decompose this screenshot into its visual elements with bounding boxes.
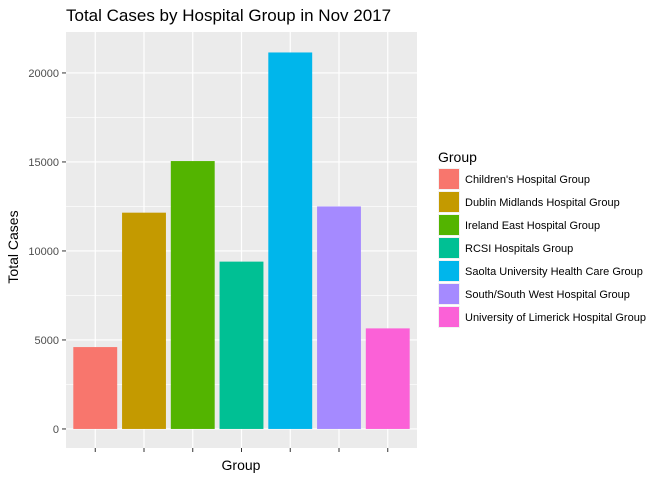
legend-label: Saolta University Health Care Group (465, 266, 643, 278)
bar (73, 347, 118, 429)
x-axis-title: Group (222, 457, 261, 473)
y-tick-label: 10000 (28, 246, 59, 258)
bar (317, 206, 361, 429)
legend-swatch (439, 261, 459, 281)
legend-label: Dublin Midlands Hospital Group (465, 197, 620, 209)
y-tick-label: 0 (53, 424, 59, 436)
legend-swatch (439, 284, 459, 304)
legend-label: Children's Hospital Group (465, 174, 590, 186)
legend-label: South/South West Hospital Group (465, 289, 630, 301)
y-tick-label: 20000 (28, 68, 59, 80)
legend-swatch (439, 238, 459, 258)
bar (122, 212, 166, 429)
bar (170, 161, 215, 429)
bar (219, 261, 264, 429)
y-tick-label: 15000 (28, 157, 59, 169)
bar (268, 52, 313, 429)
legend: Group Children's Hospital Group Dublin Mi… (438, 149, 646, 328)
bars (73, 52, 410, 429)
legend-label: Ireland East Hospital Group (465, 220, 600, 232)
legend-swatch (439, 192, 459, 212)
legend-label: University of Limerick Hospital Group (465, 312, 646, 324)
y-axis-ticks: 0 5000 10000 15000 20000 (28, 68, 66, 436)
x-axis-ticks (94, 448, 389, 452)
bar (365, 328, 410, 429)
chart-title: Total Cases by Hospital Group in Nov 201… (66, 6, 391, 25)
legend-label: RCSI Hospitals Group (465, 243, 573, 255)
y-axis-title: Total Cases (5, 210, 21, 283)
y-tick-label: 5000 (35, 335, 59, 347)
legend-swatch (439, 307, 459, 327)
legend-swatch (439, 215, 459, 235)
legend-swatch (439, 169, 459, 189)
legend-title: Group (438, 149, 477, 165)
